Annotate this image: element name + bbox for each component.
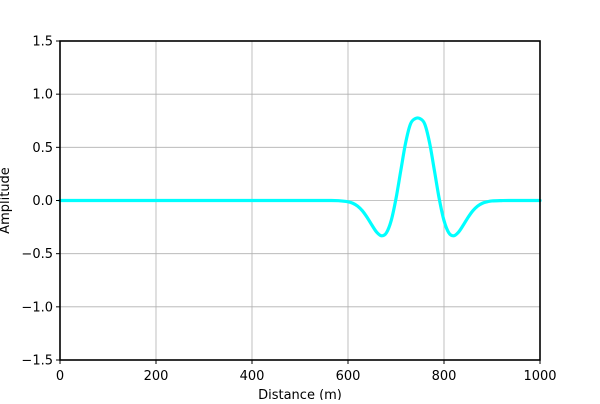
- series-layer: [58, 116, 542, 238]
- x-tick-label: 600: [336, 369, 361, 384]
- x-axis-label: Distance (m): [258, 388, 342, 400]
- y-tick-label: 0.0: [32, 194, 53, 209]
- x-tick-label: 800: [432, 369, 457, 384]
- y-tick-label: −1.0: [21, 300, 53, 315]
- y-tick-label: −0.5: [21, 247, 53, 262]
- series-line: [58, 116, 542, 238]
- y-tick-label: 0.5: [32, 141, 53, 156]
- y-tick-label: −1.5: [21, 354, 53, 369]
- x-tick-label: 1000: [523, 369, 556, 384]
- x-tick-label: 400: [240, 369, 265, 384]
- axis-ticks: 0 200 400 600 800 1000 1.5 1.0 0.5 0.0 −0.5 −1.0 −1.…: [21, 35, 556, 385]
- y-tick-label: 1.0: [32, 88, 53, 103]
- y-tick-label: 1.5: [32, 35, 53, 50]
- x-tick-label: 200: [144, 369, 169, 384]
- y-axis-label: Amplitude: [0, 167, 13, 234]
- x-tick-label: 0: [56, 369, 64, 384]
